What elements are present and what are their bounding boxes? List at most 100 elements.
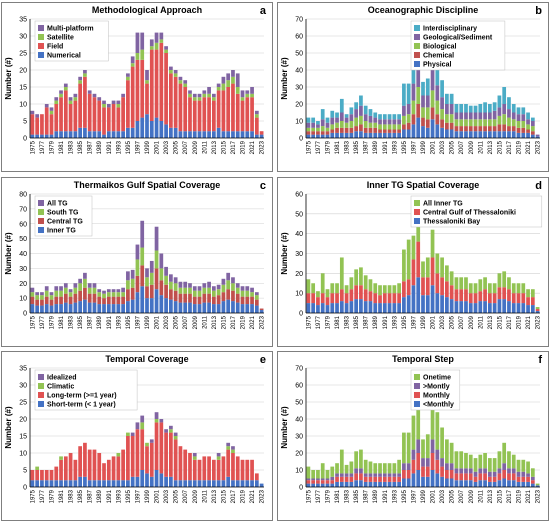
bar-segment [535,134,540,137]
bar-segment [502,114,507,125]
bar-segment [435,293,440,313]
legend-label: Field [47,44,63,51]
y-tick-label: 15 [19,434,27,441]
bar-segment [363,301,368,313]
bar-segment [497,115,502,125]
bar-segment [330,124,335,130]
bar-segment [320,480,325,484]
bar-segment [202,287,207,294]
bar-segment [135,275,140,293]
bar-segment [516,283,521,294]
bar-segment [207,293,211,303]
bar-segment [216,83,221,87]
bar-segment [159,295,164,313]
bar-segment [149,439,154,443]
bar-segment [73,302,78,313]
bar-segment [440,257,444,278]
bar-segment [221,284,226,293]
y-axis-label: Number (#) [4,232,13,275]
bar-segment [507,301,511,313]
bar-segment [425,78,430,96]
x-tick-label: 1997 [135,140,141,154]
y-tick-label: 0 [23,485,27,492]
bar-segment [483,112,487,120]
bar-segment [83,476,87,487]
bar-segment [192,286,197,291]
x-tick-label: 1985 [78,315,84,329]
bar-segment [197,459,202,481]
bar-segment [154,42,159,50]
bar-segment [126,480,130,487]
bar-segment [435,459,440,474]
bar-segment [126,80,130,128]
bar-segment [349,476,354,482]
bar-segment [402,129,406,138]
legend-swatch [38,209,44,215]
bar-segment [202,456,207,481]
bar-segment [130,299,135,313]
bar-segment [363,275,368,290]
bar-segment [325,127,330,132]
bar-segment [116,480,121,487]
bar-segment [197,290,202,297]
legend-label: Physical [423,62,451,69]
bar-segment [149,39,154,47]
bar-segment [344,293,349,304]
panel-f: 0 10 20 30 40 50 60 70 1975 1977 1979 1981 1983 1985 1… [277,351,549,521]
bar-segment [349,121,354,128]
x-tick-label: 2001 [155,489,161,503]
bar-segment [325,478,330,481]
bar-segment [240,304,245,313]
bar-segment [368,481,373,487]
bar-segment [63,480,68,487]
bar-segment [363,114,368,121]
legend-swatch [38,200,44,206]
y-tick-label: 30 [19,266,27,273]
bar-segment [311,131,316,135]
bar-segment [511,468,516,474]
legend-box [34,369,138,411]
bar-segment [235,293,240,303]
bar-segment [68,104,73,132]
bar-segment [402,470,406,479]
y-tick-label: 30 [295,434,303,441]
bar-segment [521,114,526,121]
bar-segment [349,461,354,474]
bar-segment [440,427,444,459]
x-tick-label: 2001 [431,489,437,503]
bar-segment [335,293,339,304]
bar-segment [349,289,354,302]
legend-swatch [38,43,44,49]
x-tick-label: 1983 [345,489,351,503]
bar-segment [382,303,387,313]
bar-segment [63,456,68,481]
bar-segment [387,285,392,294]
bar-segment [492,110,497,120]
bar-segment [40,134,44,138]
bar-segment [226,272,231,281]
bar-segment [188,93,192,98]
bar-segment [440,109,444,120]
bar-segment [497,95,502,108]
bar-segment [483,289,487,302]
x-tick-label: 2009 [193,315,199,329]
bar-segment [102,290,106,294]
bar-segment [464,473,468,481]
bar-segment [363,476,368,482]
bar-segment [378,119,382,125]
bar-segment [54,131,59,138]
legend-box [410,195,543,228]
bar-segment [126,271,130,281]
bar-segment [254,305,259,313]
bar-segment [111,480,116,487]
bar-segment [492,471,497,477]
bar-segment [159,268,164,281]
bar-segment [402,463,406,470]
bar-segment [464,480,468,487]
bar-segment [411,83,416,101]
bar-segment [216,480,221,487]
bar-segment [221,301,226,313]
y-tick-label: 35 [19,17,27,24]
x-tick-label: 2019 [517,140,523,154]
bar-segment [430,453,435,470]
